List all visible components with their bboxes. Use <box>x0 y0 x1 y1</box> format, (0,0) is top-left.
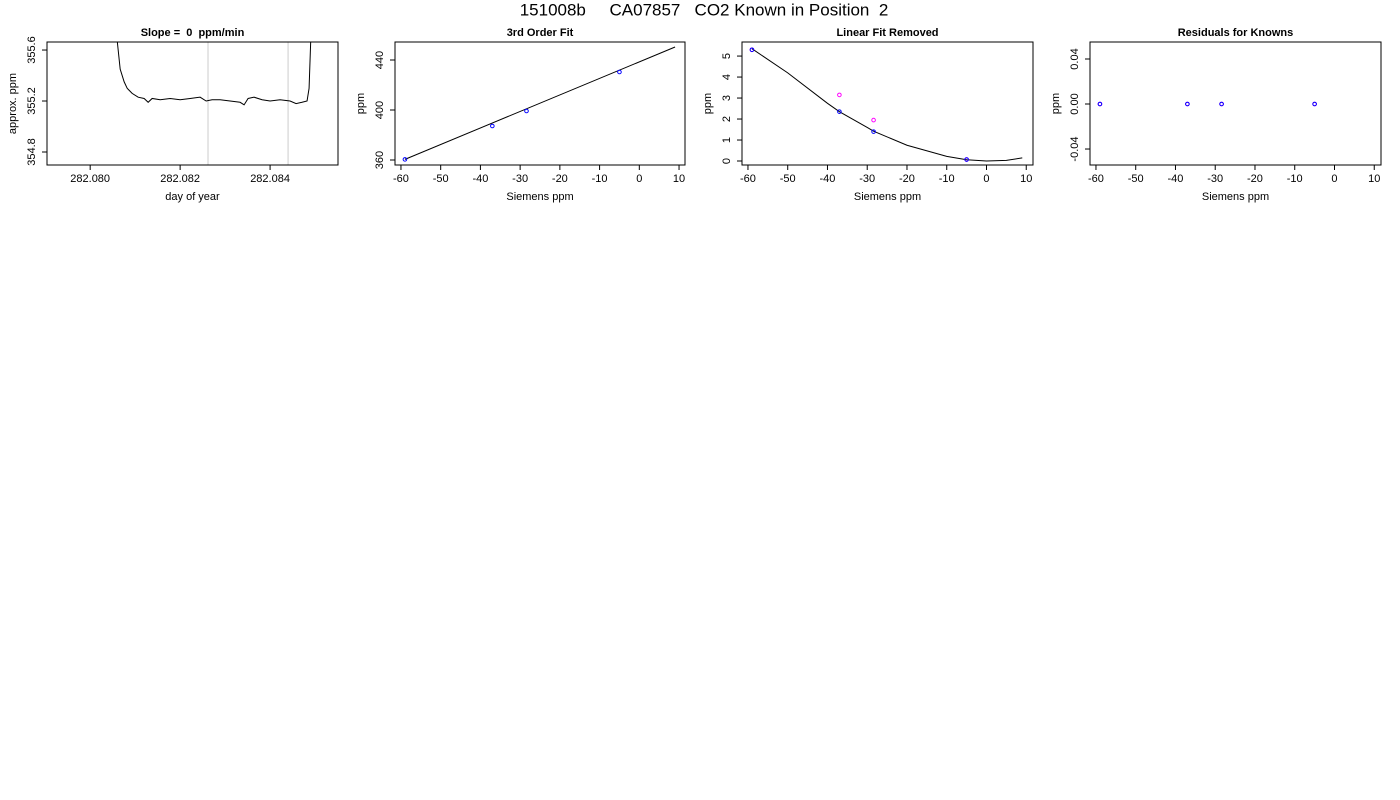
x-tick-label: 10 <box>1020 173 1032 185</box>
x-tick-label: -20 <box>899 173 915 185</box>
y-tick-label: 360 <box>374 151 386 169</box>
y-tick-label: 355.2 <box>26 87 38 115</box>
x-axis-label: Siemens ppm <box>1202 191 1269 203</box>
plot-frame <box>1089 41 1382 166</box>
y-axis-label: ppm <box>1050 93 1062 114</box>
x-tick-label: -50 <box>433 173 449 185</box>
plot-frame <box>394 41 686 166</box>
x-tick-label: -40 <box>820 173 836 185</box>
chart-title: Linear Fit Removed <box>836 27 938 39</box>
chart-title: 3rd Order Fit <box>507 27 574 39</box>
data-point <box>524 108 529 114</box>
x-tick-label: 282.082 <box>160 173 200 185</box>
y-tick-label: 0.00 <box>1069 93 1081 114</box>
x-axis-label: Siemens ppm <box>506 191 573 203</box>
y-tick-label: 0.04 <box>1069 48 1081 69</box>
x-tick-label: 0 <box>1331 173 1337 185</box>
x-tick-label: -60 <box>740 173 756 185</box>
x-tick-label: -50 <box>1128 173 1144 185</box>
y-tick-label: -0.04 <box>1069 136 1081 161</box>
x-tick-label: -20 <box>1247 173 1263 185</box>
x-tick-label: -10 <box>939 173 955 185</box>
x-tick-label: -60 <box>1088 173 1104 185</box>
plot-frame <box>46 41 339 166</box>
x-tick-label: -10 <box>1287 173 1303 185</box>
x-tick-label: -40 <box>1168 173 1184 185</box>
x-tick-label: -60 <box>393 173 409 185</box>
data-point <box>837 92 842 98</box>
figure-title: 151008b CA07857 CO2 Known in Position 2 <box>520 0 889 19</box>
y-tick-label: 5 <box>721 53 733 59</box>
data-point <box>871 117 876 123</box>
x-tick-label: -40 <box>472 173 488 185</box>
y-tick-label: 1 <box>721 137 733 143</box>
data-point <box>1097 101 1103 107</box>
x-axis-label: Siemens ppm <box>854 191 921 203</box>
x-tick-label: -30 <box>859 173 875 185</box>
y-tick-label: 3 <box>721 95 733 101</box>
y-axis-label: approx. ppm <box>7 73 19 134</box>
y-tick-label: 2 <box>721 116 733 122</box>
x-tick-label: 282.080 <box>70 173 110 185</box>
data-point <box>964 157 969 162</box>
data-point <box>490 123 495 129</box>
y-tick-label: 400 <box>374 101 386 119</box>
data-point <box>1219 101 1224 107</box>
fit-line <box>404 46 676 160</box>
data-point <box>749 47 755 53</box>
x-tick-label: 0 <box>983 173 989 185</box>
fit-line <box>116 42 312 106</box>
y-axis-label: ppm <box>355 93 367 114</box>
data-point <box>617 69 622 75</box>
x-tick-label: 10 <box>1368 173 1380 185</box>
x-tick-label: 282.084 <box>250 173 290 185</box>
y-tick-label: 4 <box>721 74 733 80</box>
x-tick-label: 10 <box>673 173 685 185</box>
x-tick-label: -30 <box>1207 173 1223 185</box>
plot-frame <box>741 41 1034 166</box>
x-tick-label: -30 <box>512 173 528 185</box>
y-tick-label: 0 <box>721 158 733 164</box>
data-point <box>1185 101 1190 107</box>
data-point <box>1312 101 1317 107</box>
data-point <box>871 129 876 134</box>
chart-title: Slope = 0 ppm/min <box>141 27 245 39</box>
x-tick-label: -10 <box>592 173 608 185</box>
y-tick-label: 354.8 <box>26 138 38 166</box>
fit-line <box>751 48 1023 162</box>
y-tick-label: 355.6 <box>26 36 38 64</box>
x-tick-label: -20 <box>552 173 568 185</box>
data-point <box>837 109 842 114</box>
y-tick-label: 440 <box>374 51 386 69</box>
y-axis-label: ppm <box>702 93 714 114</box>
data-point <box>402 157 408 162</box>
chart-title: Residuals for Knowns <box>1178 27 1294 39</box>
x-axis-label: day of year <box>165 191 220 203</box>
x-tick-label: 0 <box>636 173 642 185</box>
x-tick-label: -50 <box>780 173 796 185</box>
